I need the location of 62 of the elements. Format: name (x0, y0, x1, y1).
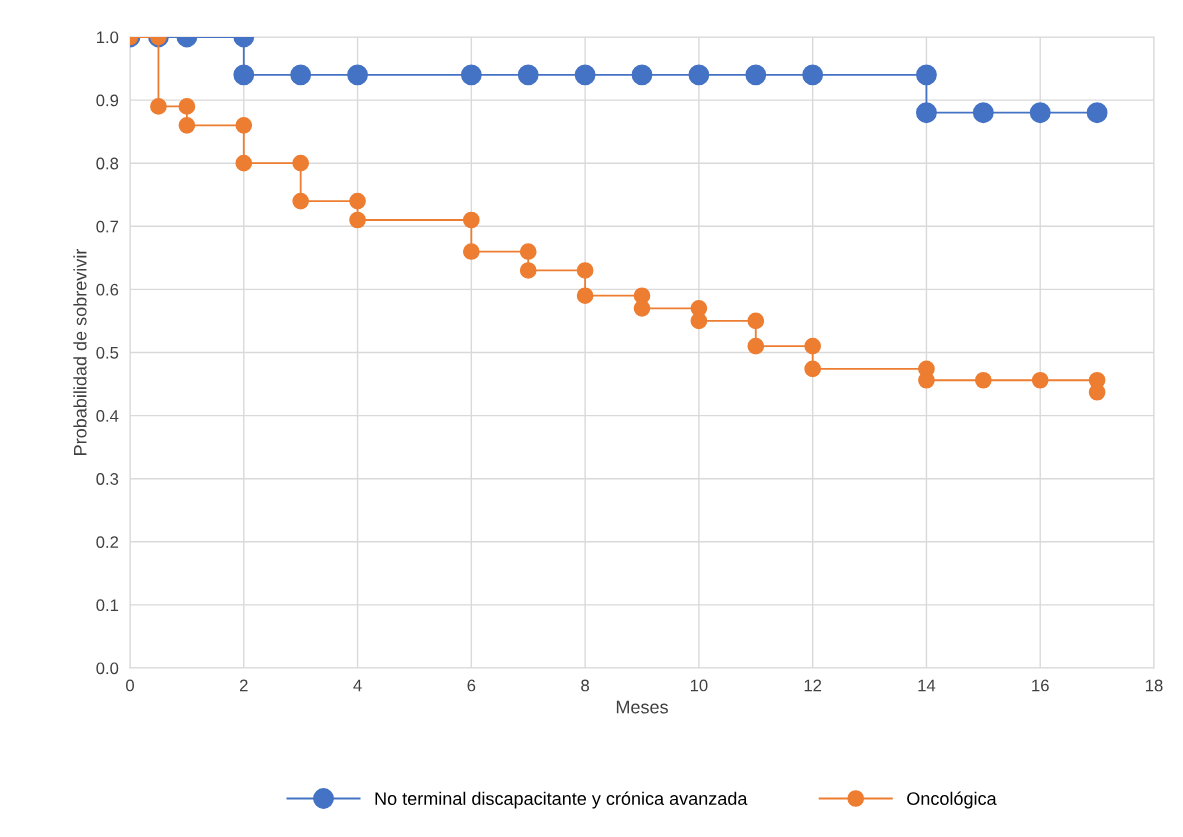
point (972, 102, 994, 124)
legend-label: No terminal discapacitante y crónica avanzada (375, 791, 748, 809)
y-tick-label: 0.8 (96, 157, 119, 170)
point (462, 211, 480, 229)
y-tick-label: 0.1 (96, 599, 119, 612)
point (290, 64, 312, 86)
x-tick-label: 0 (126, 679, 134, 692)
point (1086, 102, 1108, 124)
x-tick-label: 12 (804, 679, 822, 692)
point (178, 117, 196, 134)
point (349, 211, 366, 229)
point (804, 360, 822, 378)
point (235, 117, 253, 134)
point (292, 192, 310, 210)
point (745, 64, 767, 86)
point (519, 243, 537, 260)
point (802, 64, 824, 86)
y-tick-label: 0.9 (96, 94, 119, 107)
y-tick-label: 0.2 (96, 536, 119, 548)
point (747, 312, 765, 330)
y-tick-label: 0.7 (96, 220, 119, 233)
x-tick-label: 6 (467, 679, 476, 692)
point (631, 64, 653, 86)
y-tick-label: 0.6 (96, 283, 119, 296)
point (460, 64, 482, 86)
point (233, 64, 255, 86)
point (574, 64, 596, 86)
point (150, 98, 167, 115)
y-tick-label: 0.5 (96, 346, 119, 359)
point (462, 243, 480, 260)
x-tick-label: 4 (353, 679, 362, 692)
point (576, 262, 594, 279)
x-tick-label: 14 (918, 679, 936, 692)
point (804, 337, 822, 355)
x-tick-label: 18 (1146, 679, 1163, 692)
point (1029, 102, 1051, 124)
point (235, 154, 253, 172)
x-axis-title: Meses (616, 700, 668, 714)
x-tick-label: 8 (581, 679, 590, 692)
point (916, 64, 937, 86)
x-tick-label: 10 (690, 679, 708, 692)
legend-label: Oncológica (907, 791, 997, 809)
y-tick-label: 0.0 (96, 662, 119, 675)
point (974, 371, 992, 389)
x-tick-label: 16 (1032, 679, 1049, 692)
y-axis-title: Probabilidad de sobrevivir (73, 248, 87, 455)
point (178, 98, 196, 115)
point (747, 337, 765, 355)
point (576, 287, 594, 305)
y-tick-label: 0.3 (96, 473, 119, 485)
point (690, 312, 708, 330)
point (349, 192, 366, 210)
y-tick-label: 0.4 (96, 410, 119, 422)
point (1031, 371, 1049, 389)
point (292, 154, 310, 172)
point (517, 64, 539, 86)
y-tick-label: 1.0 (96, 31, 119, 44)
point (688, 64, 710, 86)
point (347, 64, 368, 86)
point (916, 102, 937, 124)
x-tick-label: 2 (239, 679, 248, 692)
point (519, 262, 537, 279)
